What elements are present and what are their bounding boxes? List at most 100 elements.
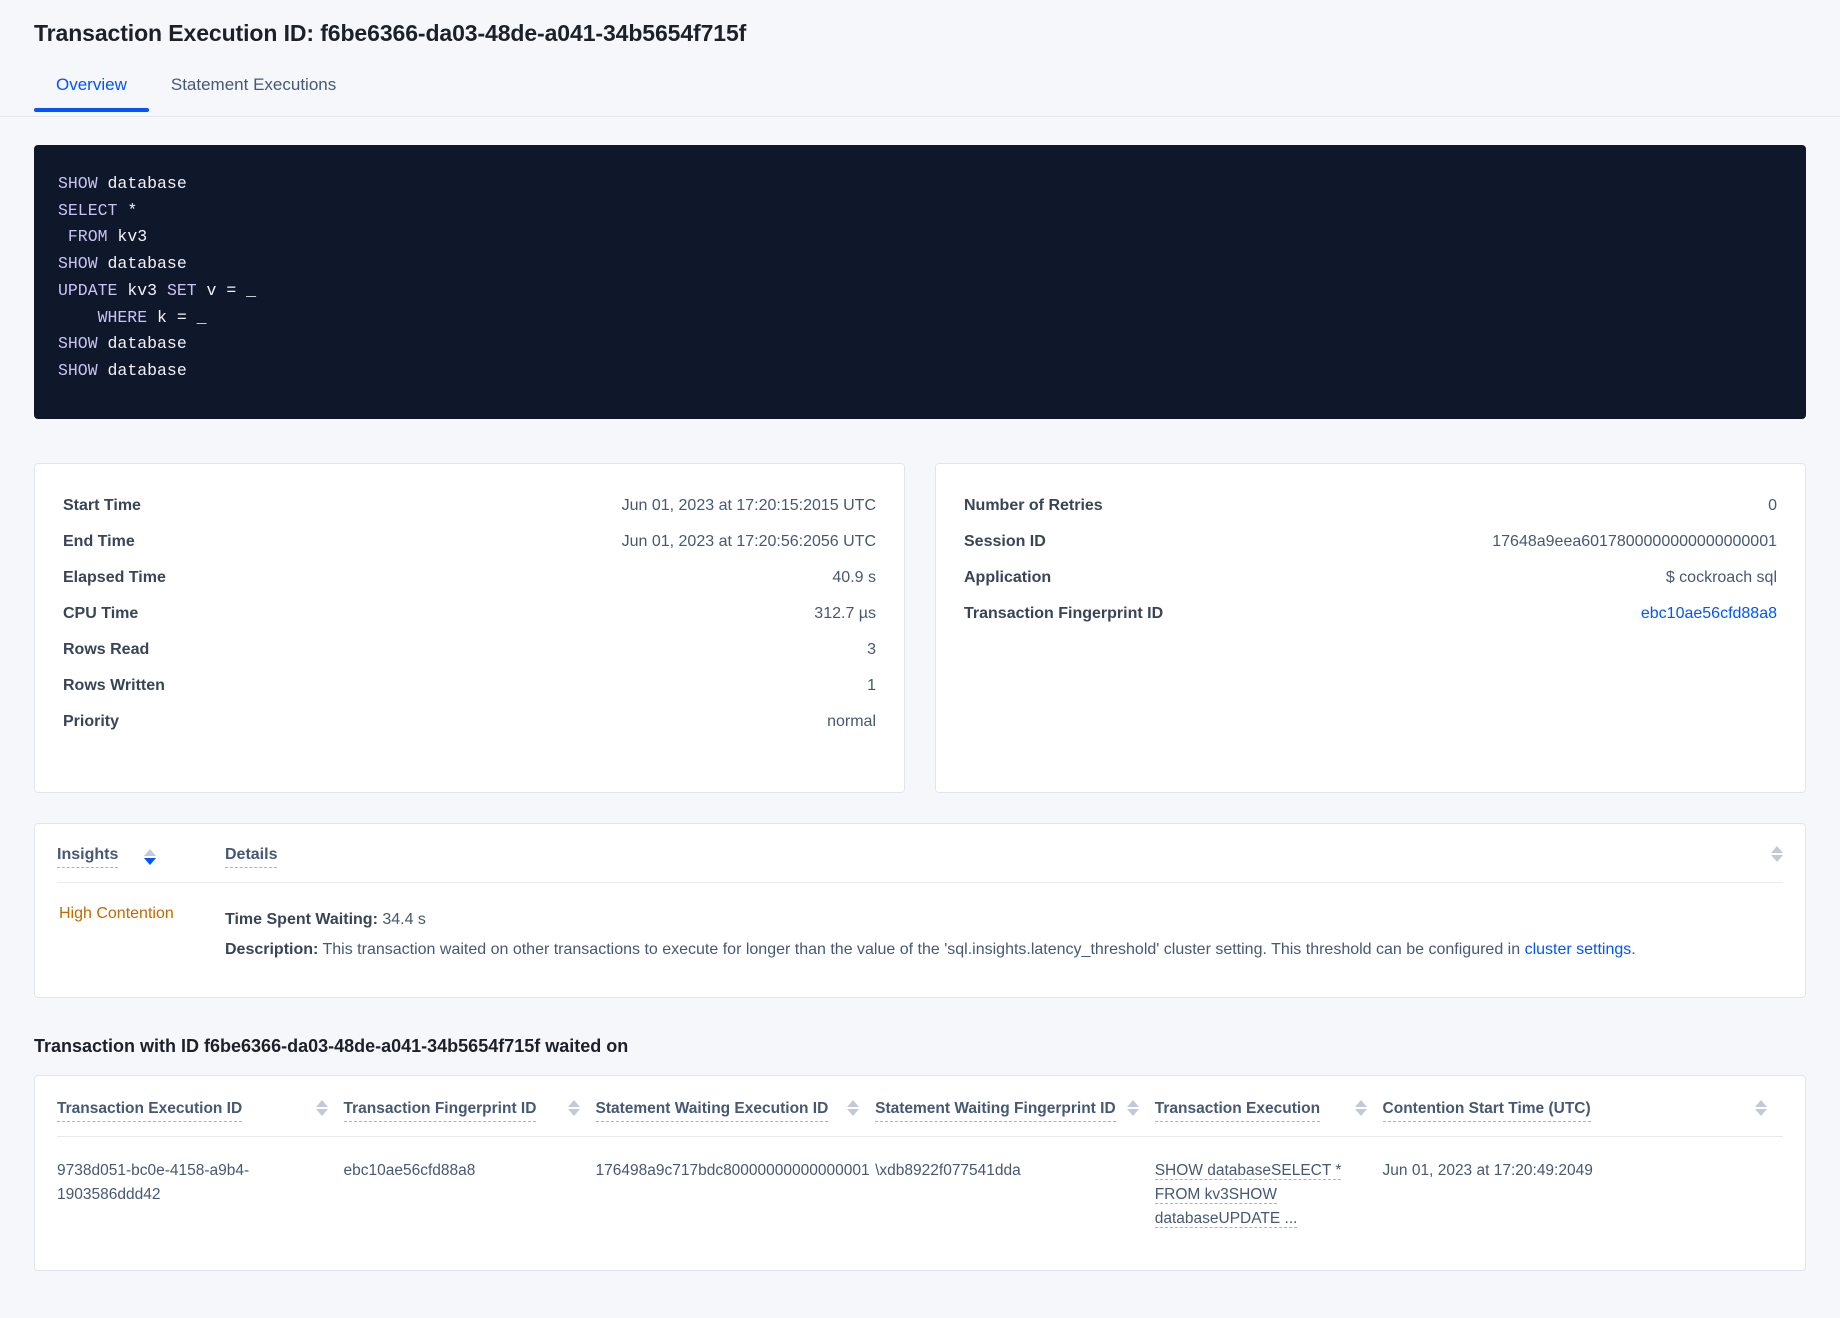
insight-row: High Contention Time Spent Waiting: 34.4… [57, 883, 1783, 979]
overview-row-priority: Priority normal [63, 704, 876, 740]
field-value: Jun 01, 2023 at 17:20:15:2015 UTC [621, 497, 876, 514]
sort-icon-right[interactable] [1771, 846, 1783, 862]
cell-contention-start-time: Jun 01, 2023 at 17:20:49:2049 [1382, 1162, 1593, 1179]
field-label: Session ID [964, 533, 1046, 550]
sql-keyword: SELECT [58, 200, 118, 220]
header-label[interactable]: Statement Waiting Fingerprint ID [875, 1100, 1116, 1122]
insight-details: Time Spent Waiting: 34.4 s Description: … [225, 905, 1783, 965]
overview-row-session-id: Session ID 17648a9eea6017800000000000000… [964, 524, 1777, 560]
sql-line: SHOW database [58, 331, 1780, 358]
field-value: Jun 01, 2023 at 17:20:56:2056 UTC [621, 533, 876, 550]
description-text: This transaction waited on other transac… [322, 941, 1525, 958]
chevron-down-icon [1771, 855, 1783, 862]
chevron-down-icon [1354, 1109, 1367, 1116]
chevron-down-icon [144, 858, 157, 865]
overview-row-rows-read: Rows Read 3 [63, 632, 876, 668]
sort-icon[interactable] [315, 1100, 328, 1116]
field-value: 3 [867, 641, 876, 658]
header-label[interactable]: Contention Start Time (UTC) [1382, 1100, 1591, 1122]
cell-transaction-fingerprint-id: ebc10ae56cfd88a8 [343, 1162, 476, 1179]
sql-identifier: kv3 [117, 280, 167, 300]
chevron-up-icon [1126, 1100, 1139, 1107]
overview-cards: Start Time Jun 01, 2023 at 17:20:15:2015… [34, 463, 1806, 793]
sql-keyword: WHERE [58, 307, 148, 327]
insights-table-header: Insights Details [57, 824, 1783, 883]
chevron-down-icon [1126, 1109, 1139, 1116]
chevron-down-icon [1755, 1109, 1767, 1116]
chevron-up-icon [1755, 1100, 1767, 1107]
overview-card-left: Start Time Jun 01, 2023 at 17:20:15:2015… [34, 463, 905, 793]
table-header-transaction-execution[interactable]: Transaction Execution [1154, 1076, 1383, 1137]
header-label[interactable]: Transaction Execution ID [57, 1100, 243, 1122]
sort-icon[interactable] [1755, 1100, 1767, 1116]
chevron-down-icon [567, 1109, 580, 1116]
field-value: normal [827, 713, 876, 730]
cell-statement-waiting-execution-id: 176498a9c717bdc80000000000000001 [595, 1162, 870, 1179]
sql-identifier: v = _ [196, 280, 257, 300]
sql-keyword: SHOW [58, 174, 98, 193]
table-row: 9738d051-bc0e-4158-a9b4-1903586ddd42 ebc… [57, 1137, 1783, 1254]
overview-row-cpu-time: CPU Time 312.7 µs [63, 596, 876, 632]
time-spent-waiting-label: Time Spent Waiting: [225, 911, 378, 928]
sql-identifier: database [97, 254, 187, 274]
field-value: 1 [867, 677, 876, 694]
transaction-execution-text[interactable]: SHOW databaseSELECT * FROM kv3SHOW datab… [1154, 1162, 1342, 1228]
header-label[interactable]: Transaction Fingerprint ID [343, 1100, 537, 1122]
header-label[interactable]: Statement Waiting Execution ID [595, 1100, 829, 1122]
insights-panel: Insights Details High Contention [34, 823, 1806, 998]
overview-row-elapsed-time: Elapsed Time 40.9 s [63, 560, 876, 596]
details-column-label[interactable]: Details [225, 846, 278, 868]
insights-column-details: Details [225, 846, 278, 868]
table-header-contention-start-time[interactable]: Contention Start Time (UTC) [1382, 1076, 1783, 1137]
sort-icon[interactable] [567, 1100, 580, 1116]
chevron-up-icon [567, 1100, 580, 1107]
waited-on-table: Transaction Execution ID Transaction Fin… [57, 1076, 1783, 1253]
overview-row-application: Application $ cockroach sql [964, 560, 1777, 596]
sql-identifier: kv3 [107, 227, 148, 247]
overview-row-rows-written: Rows Written 1 [63, 668, 876, 704]
overview-row-start-time: Start Time Jun 01, 2023 at 17:20:15:2015… [63, 488, 876, 524]
field-value: 17648a9eea6017800000000000000001 [1492, 533, 1777, 550]
sort-icon-insights[interactable] [144, 849, 157, 865]
header-label[interactable]: Transaction Execution [1154, 1100, 1321, 1122]
cell-transaction-execution[interactable]: SHOW databaseSELECT * FROM kv3SHOW datab… [1154, 1137, 1383, 1254]
page-title: Transaction Execution ID: f6be6366-da03-… [34, 20, 747, 46]
transaction-fingerprint-id-link[interactable]: ebc10ae56cfd88a8 [1640, 605, 1777, 622]
field-label: Elapsed Time [63, 569, 166, 586]
sql-identifier: database [97, 334, 187, 354]
field-value: 312.7 µs [814, 605, 876, 622]
sort-icon[interactable] [1354, 1100, 1367, 1116]
field-value: $ cockroach sql [1665, 569, 1777, 586]
chevron-up-icon [1354, 1100, 1367, 1107]
cell-transaction-execution-id: 9738d051-bc0e-4158-a9b4-1903586ddd42 [57, 1162, 250, 1203]
insights-column-label[interactable]: Insights [57, 846, 119, 868]
overview-card-right: Number of Retries 0 Session ID 17648a9ee… [935, 463, 1806, 793]
overview-row-transaction-fingerprint-id: Transaction Fingerprint ID ebc10ae56cfd8… [964, 596, 1777, 632]
sql-identifier: database [97, 360, 187, 380]
insight-name-high-contention[interactable]: High Contention [59, 905, 174, 922]
sql-line: SELECT * [58, 198, 1780, 225]
insights-column-sorter-right [1771, 846, 1783, 862]
tab-statement-executions[interactable]: Statement Executions [170, 75, 337, 94]
table-header-transaction-execution-id[interactable]: Transaction Execution ID [57, 1076, 344, 1137]
chevron-up-icon [315, 1100, 328, 1107]
table-header-statement-waiting-execution-id[interactable]: Statement Waiting Execution ID [595, 1076, 876, 1137]
sort-icon[interactable] [1126, 1100, 1139, 1116]
table-header-row: Transaction Execution ID Transaction Fin… [57, 1076, 1783, 1137]
chevron-up-icon [847, 1100, 860, 1107]
overview-row-number-of-retries: Number of Retries 0 [964, 488, 1777, 524]
field-label: Transaction Fingerprint ID [964, 605, 1164, 622]
sql-line: SHOW database [58, 358, 1780, 385]
tab-overview[interactable]: Overview [34, 69, 149, 112]
sql-line: SHOW database [58, 251, 1780, 278]
table-header-transaction-fingerprint-id[interactable]: Transaction Fingerprint ID [343, 1076, 596, 1137]
table-header-statement-waiting-fingerprint-id[interactable]: Statement Waiting Fingerprint ID [875, 1076, 1155, 1137]
insights-column-insights: Insights [57, 846, 225, 868]
sort-icon[interactable] [847, 1100, 860, 1116]
cluster-settings-link[interactable]: cluster settings [1524, 941, 1632, 958]
chevron-up-icon [144, 849, 157, 856]
chevron-down-icon [847, 1109, 860, 1116]
sql-keyword: SHOW [58, 360, 98, 380]
sql-line: UPDATE kv3 SET v = _ [58, 278, 1780, 305]
sql-keyword: SHOW [58, 334, 98, 354]
